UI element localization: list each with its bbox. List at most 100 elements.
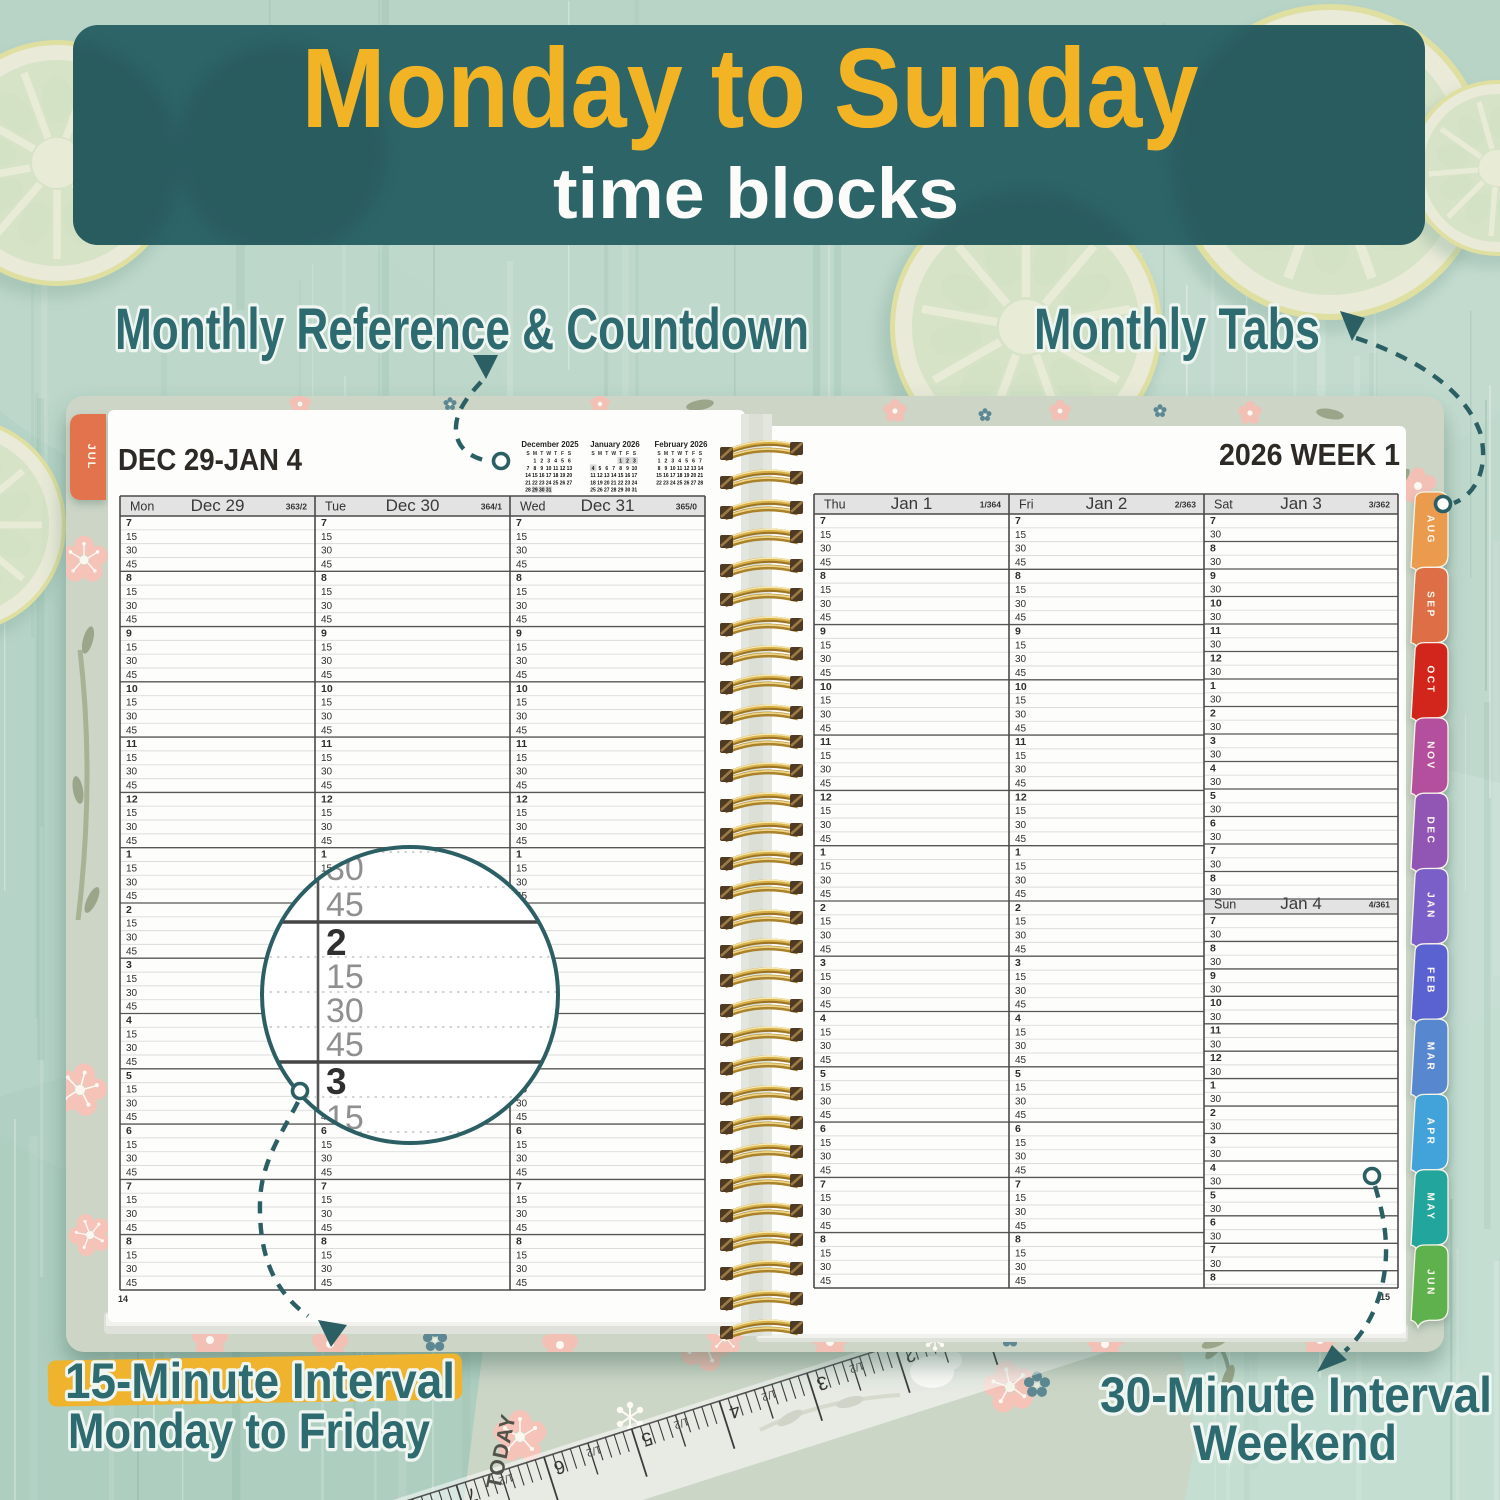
svg-text:11: 11 <box>590 473 596 479</box>
svg-text:8: 8 <box>820 1234 826 1246</box>
svg-text:45: 45 <box>1015 1221 1027 1232</box>
svg-text:9: 9 <box>540 466 543 472</box>
svg-text:30: 30 <box>820 931 832 942</box>
svg-text:Tue: Tue <box>325 500 346 514</box>
svg-text:21: 21 <box>525 480 531 486</box>
svg-text:30: 30 <box>516 767 528 778</box>
svg-text:30: 30 <box>1015 1152 1027 1163</box>
svg-text:15: 15 <box>820 1027 832 1038</box>
svg-text:8: 8 <box>516 1236 522 1248</box>
svg-text:45: 45 <box>321 836 333 847</box>
svg-text:4: 4 <box>554 459 557 465</box>
svg-text:8: 8 <box>321 572 327 584</box>
svg-text:9: 9 <box>1210 570 1216 582</box>
svg-text:45: 45 <box>820 1221 832 1232</box>
svg-text:30: 30 <box>1210 1149 1222 1160</box>
svg-text:3: 3 <box>633 459 636 465</box>
svg-text:30: 30 <box>1210 1039 1222 1050</box>
svg-text:19: 19 <box>597 480 603 486</box>
svg-text:30: 30 <box>516 601 528 612</box>
svg-text:30: 30 <box>1210 1231 1222 1242</box>
svg-text:45: 45 <box>126 1002 138 1013</box>
svg-text:7: 7 <box>516 517 522 529</box>
svg-text:15: 15 <box>820 1083 832 1094</box>
svg-text:30: 30 <box>126 1043 138 1054</box>
svg-text:16: 16 <box>625 473 631 479</box>
svg-text:10: 10 <box>546 466 552 472</box>
svg-text:45: 45 <box>126 1223 138 1234</box>
svg-text:15: 15 <box>1015 917 1027 928</box>
svg-text:12: 12 <box>684 466 690 472</box>
svg-text:30: 30 <box>1015 709 1027 720</box>
svg-text:7: 7 <box>527 466 530 472</box>
svg-text:7: 7 <box>612 466 615 472</box>
svg-text:15: 15 <box>321 808 333 819</box>
svg-text:15: 15 <box>126 698 138 709</box>
svg-text:24: 24 <box>632 480 638 486</box>
svg-text:29: 29 <box>618 488 624 494</box>
svg-text:15: 15 <box>1015 862 1027 873</box>
svg-text:7: 7 <box>516 1180 522 1192</box>
svg-text:2: 2 <box>820 902 826 914</box>
svg-text:45: 45 <box>1015 889 1027 900</box>
svg-text:30: 30 <box>820 1207 832 1218</box>
svg-text:15: 15 <box>126 919 138 930</box>
svg-text:6: 6 <box>321 1125 327 1137</box>
svg-text:21: 21 <box>611 480 617 486</box>
svg-text:45: 45 <box>126 1112 138 1123</box>
svg-text:15: 15 <box>321 753 333 764</box>
svg-text:T: T <box>540 451 543 457</box>
svg-text:15: 15 <box>126 1085 138 1096</box>
svg-text:12: 12 <box>820 791 832 803</box>
svg-text:February 2026: February 2026 <box>655 440 709 449</box>
svg-text:45: 45 <box>321 781 333 792</box>
svg-text:3: 3 <box>1210 1134 1216 1146</box>
svg-text:45: 45 <box>516 559 528 570</box>
svg-text:9: 9 <box>321 628 327 640</box>
svg-text:S: S <box>568 451 572 457</box>
svg-text:8: 8 <box>126 1236 132 1248</box>
svg-text:7: 7 <box>321 517 327 529</box>
svg-text:30: 30 <box>1210 832 1222 843</box>
svg-text:1: 1 <box>1210 1080 1216 1092</box>
svg-text:3: 3 <box>1015 957 1021 969</box>
svg-text:1: 1 <box>516 849 522 861</box>
svg-text:Sun: Sun <box>1214 898 1236 912</box>
svg-text:15: 15 <box>126 1250 138 1261</box>
svg-text:15: 15 <box>126 974 138 985</box>
svg-text:15: 15 <box>618 473 624 479</box>
svg-text:15: 15 <box>820 530 832 541</box>
svg-text:30: 30 <box>820 1041 832 1052</box>
svg-text:45: 45 <box>126 725 138 736</box>
svg-text:4/361: 4/361 <box>1369 900 1391 910</box>
svg-text:7: 7 <box>321 1180 327 1192</box>
svg-text:23: 23 <box>625 480 631 486</box>
svg-text:30: 30 <box>1015 931 1027 942</box>
svg-text:2: 2 <box>126 904 132 916</box>
svg-text:10: 10 <box>670 466 676 472</box>
svg-text:19: 19 <box>684 473 690 479</box>
svg-text:15: 15 <box>820 1138 832 1149</box>
svg-text:45: 45 <box>516 781 528 792</box>
svg-text:364/1: 364/1 <box>481 502 503 512</box>
svg-text:6: 6 <box>1015 1123 1021 1135</box>
svg-text:30: 30 <box>321 1154 333 1165</box>
svg-text:2: 2 <box>626 459 629 465</box>
svg-text:8: 8 <box>516 572 522 584</box>
svg-text:7: 7 <box>126 517 132 529</box>
svg-text:30: 30 <box>321 822 333 833</box>
svg-text:30: 30 <box>820 820 832 831</box>
svg-text:15: 15 <box>1015 972 1027 983</box>
svg-text:7: 7 <box>463 1483 479 1500</box>
svg-text:Weekend: Weekend <box>1193 1415 1397 1471</box>
svg-text:15: 15 <box>820 696 832 707</box>
svg-text:45: 45 <box>126 946 138 957</box>
svg-text:15: 15 <box>820 1193 832 1204</box>
svg-text:Monthly Tabs: Monthly Tabs <box>1034 297 1320 362</box>
svg-text:1: 1 <box>619 459 622 465</box>
svg-text:30: 30 <box>1015 986 1027 997</box>
svg-text:JAN: JAN <box>1425 892 1436 920</box>
svg-text:30: 30 <box>321 1264 333 1275</box>
svg-text:30: 30 <box>126 1098 138 1109</box>
svg-text:2: 2 <box>1210 1107 1216 1119</box>
